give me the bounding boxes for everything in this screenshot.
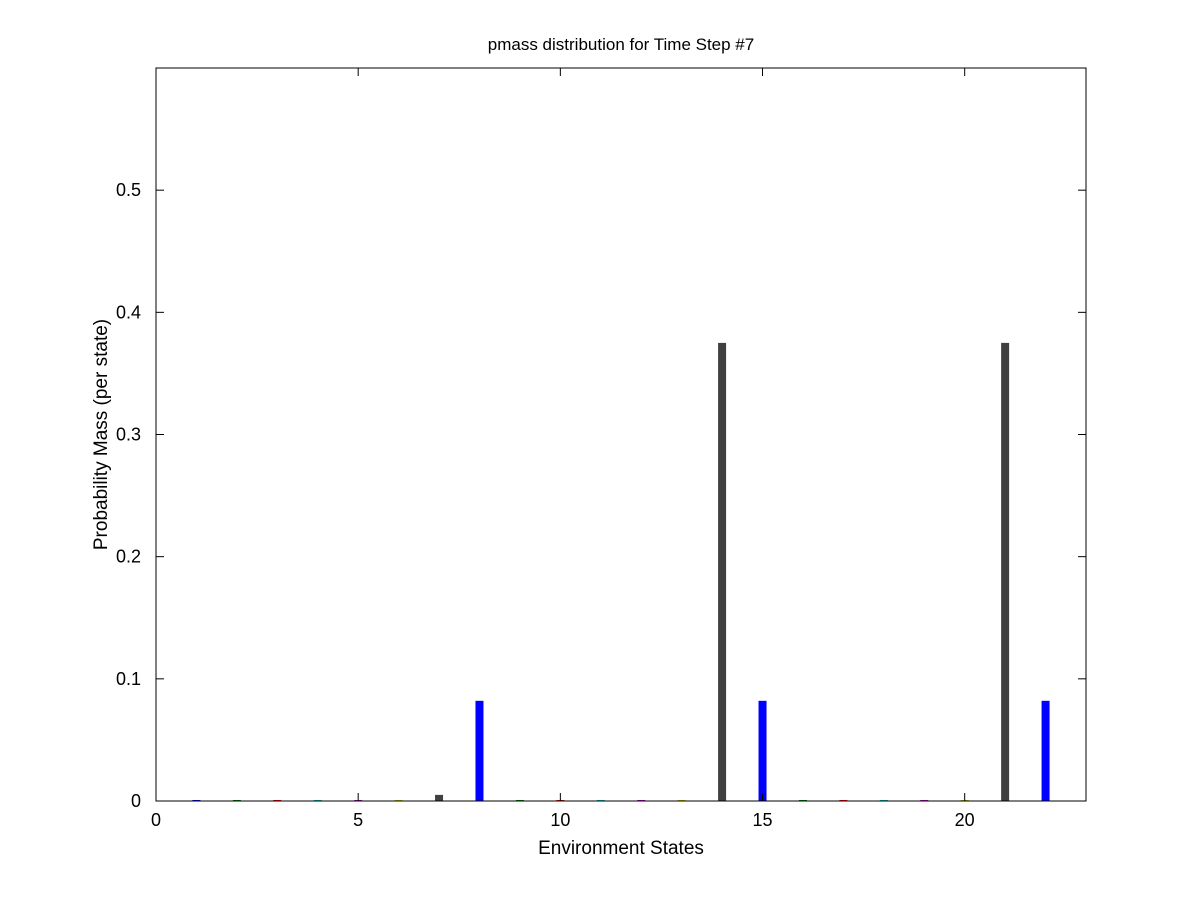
tick-labels-layer: 0 5 10 15 20 0 0.1 0.2 0.3 0.4 0.5 xyxy=(116,180,975,830)
y-tick-label: 0.2 xyxy=(116,547,141,567)
plot-area xyxy=(156,68,1086,801)
x-tick-label: 20 xyxy=(955,810,975,830)
bar-state-8 xyxy=(475,700,484,801)
x-tick-label: 0 xyxy=(151,810,161,830)
y-tick-label: 0.4 xyxy=(116,302,141,322)
x-axis-label: Environment States xyxy=(538,838,704,859)
y-tick-label: 0 xyxy=(131,791,141,811)
x-tick-label: 10 xyxy=(550,810,570,830)
bar-state-21 xyxy=(1001,342,1010,802)
bar-state-14 xyxy=(718,342,727,802)
x-tick-label: 15 xyxy=(753,810,773,830)
y-tick-label: 0.5 xyxy=(116,180,141,200)
bar-state-7 xyxy=(435,794,444,801)
bar-state-15 xyxy=(758,700,767,801)
chart-title: pmass distribution for Time Step #7 xyxy=(488,35,754,54)
ticks-layer xyxy=(155,68,1086,802)
bar-state-22 xyxy=(1041,700,1050,801)
x-tick-label: 5 xyxy=(353,810,363,830)
y-tick-label: 0.1 xyxy=(116,669,141,689)
y-tick-label: 0.3 xyxy=(116,425,141,445)
y-axis-label: Probability Mass (per state) xyxy=(91,319,112,550)
